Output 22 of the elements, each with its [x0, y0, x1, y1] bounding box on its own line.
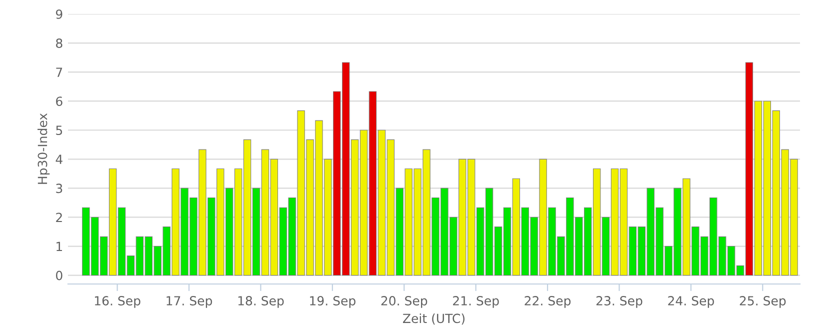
y-tick-label: 3	[56, 184, 62, 194]
x-tick-label: 21. Sep	[453, 296, 499, 308]
y-axis-title: Hp30-Index	[38, 113, 50, 184]
x-tick-label: 24. Sep	[668, 296, 714, 308]
y-tick-label: 1	[56, 242, 62, 252]
y-tick-label: 6	[56, 96, 62, 106]
y-tick-label: 2	[56, 212, 62, 222]
y-tick-label: 9	[56, 9, 62, 19]
y-tick-label: 4	[56, 154, 62, 164]
y-tick-label: 0	[56, 270, 62, 280]
y-tick-label: 7	[56, 68, 62, 77]
x-tick-label: 17. Sep	[166, 296, 212, 308]
x-tick-label: 25. Sep	[740, 296, 786, 308]
y-tick-label: 5	[56, 126, 62, 136]
y-tick-label: 8	[56, 38, 62, 48]
x-tick-label: 20. Sep	[381, 296, 428, 308]
x-axis-title: Zeit (UTC)	[402, 313, 464, 325]
x-tick-label: 22. Sep	[524, 296, 571, 308]
x-tick-label: 18. Sep	[238, 296, 284, 308]
x-tick-label: 19. Sep	[310, 296, 356, 308]
x-tick-label: 23. Sep	[596, 296, 642, 308]
x-tick-label: 16. Sep	[94, 296, 140, 308]
